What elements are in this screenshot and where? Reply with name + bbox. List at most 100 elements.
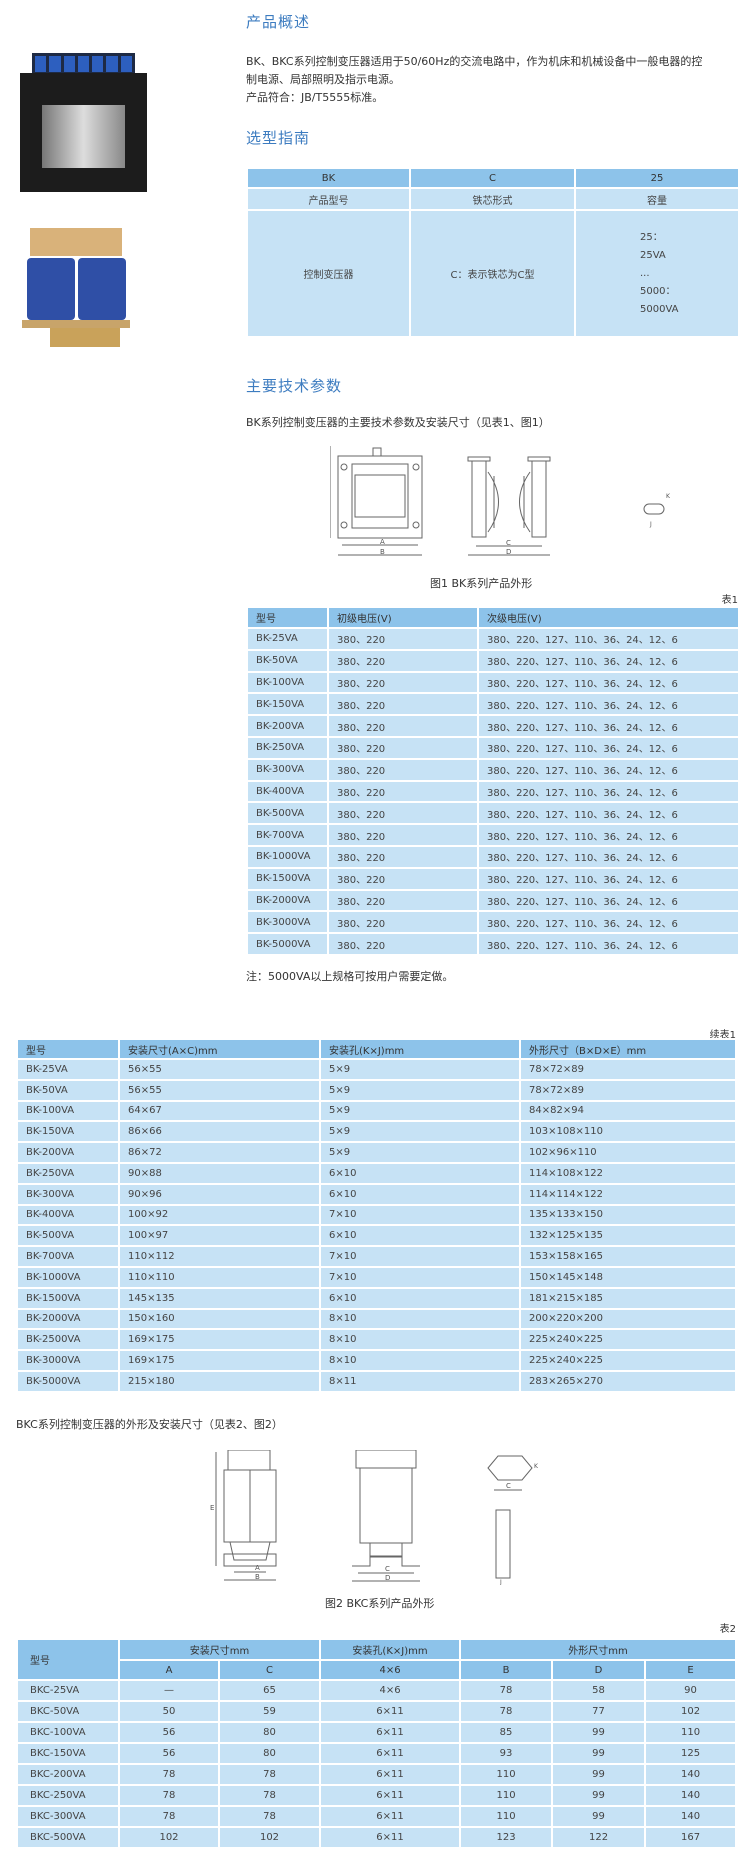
value-cell: 8×10 [319, 1328, 521, 1352]
col-header: 外形尺寸mm [459, 1638, 738, 1661]
model-cell: BK-2000VA [16, 1307, 120, 1331]
table-row: BK-5000VA 215×180 8×11 283×265×270 [16, 1369, 737, 1393]
model-cell: BK-1000VA [246, 844, 329, 869]
value-cell: 5×9 [319, 1078, 521, 1102]
label-cell: 铁芯形式 [409, 187, 576, 211]
model-cell: BKC-50VA [16, 1700, 120, 1723]
value-cell: 150×145×148 [519, 1265, 737, 1289]
value-cell: 78 [459, 1700, 554, 1723]
value-cell: 380、220、127、110、36、24、12、6 [477, 844, 740, 869]
value-cell: 380、220 [327, 648, 479, 673]
figure-2-bkc-outline: A B C D E C K J [210, 1450, 539, 1585]
code-cell: 25 [574, 167, 740, 189]
model-cell: BK-50VA [16, 1078, 120, 1102]
table-row: BK-200VA 380、220 380、220、127、110、36、24、12、… [246, 714, 740, 738]
value-cell: — [118, 1679, 220, 1702]
table-row: BK-700VA 380、220 380、220、127、110、36、24、12、… [246, 823, 740, 847]
value-cell: 7×10 [319, 1265, 521, 1289]
desc-cell: C：表示铁芯为C型 [409, 209, 576, 338]
table-row: BKC-300VA 78 78 6×11 110 99 140 [16, 1805, 738, 1828]
col-header: 安装尺寸(A×C)mm [118, 1038, 321, 1060]
value-cell: 80 [217, 1721, 322, 1744]
value-cell: 380、220 [327, 844, 479, 869]
value-cell: 140 [644, 1784, 738, 1807]
table-1-voltages: 型号 初级电压(V) 次级电压(V) BK-25VA 380、220 380、220、1… [246, 606, 740, 956]
model-cell: BK-200VA [16, 1141, 120, 1164]
capacity-line: ... [640, 267, 650, 279]
value-cell: 6×11 [319, 1742, 462, 1765]
table-row: BK-50VA 380、220 380、220、127、110、36、24、12、6 [246, 648, 740, 673]
model-cell: BK-300VA [246, 757, 329, 782]
model-cell: BK-700VA [16, 1245, 120, 1268]
value-cell: 90×88 [118, 1161, 321, 1185]
value-cell: 5×9 [319, 1120, 521, 1144]
table-2-bkc-dimensions: 型号 安装尺寸mm 安装孔(K×J)mm 外形尺寸mm A C 4×6 B D … [16, 1638, 738, 1849]
value-cell: 110×110 [118, 1265, 321, 1289]
table-row: BK-100VA 64×67 5×9 84×82×94 [16, 1099, 737, 1123]
value-cell: 140 [644, 1763, 738, 1786]
value-cell: 6×11 [319, 1700, 462, 1723]
model-cell: BK-2000VA [246, 888, 329, 913]
value-cell: 86×72 [118, 1141, 321, 1164]
sub-header: E [644, 1659, 738, 1681]
table-row: BK-200VA 86×72 5×9 102×96×110 [16, 1141, 737, 1164]
value-cell: 99 [551, 1721, 647, 1744]
value-cell: 56×55 [118, 1078, 321, 1102]
table-row: BK-700VA 110×112 7×10 153×158×165 [16, 1245, 737, 1268]
model-cell: BK-250VA [246, 735, 329, 760]
value-cell: 380、220、127、110、36、24、12、6 [477, 670, 740, 695]
table-row: BK-500VA 380、220 380、220、127、110、36、24、12、… [246, 801, 740, 826]
value-cell: 86×66 [118, 1120, 321, 1144]
dim-label-k: K [534, 1463, 539, 1470]
value-cell: 93 [459, 1742, 554, 1765]
value-cell: 380、220 [327, 910, 479, 935]
value-cell: 6×10 [319, 1161, 521, 1185]
value-cell: 84×82×94 [519, 1099, 737, 1123]
dim-label-c: C [385, 1565, 390, 1573]
model-cell: BKC-500VA [16, 1826, 120, 1849]
col-header: 型号 [16, 1038, 120, 1060]
value-cell: 65 [217, 1679, 322, 1702]
bkc-transformer-photo [22, 228, 130, 347]
value-cell: 380、220、127、110、36、24、12、6 [477, 932, 740, 956]
value-cell: 123 [459, 1826, 554, 1849]
table-row: BK-250VA 380、220 380、220、127、110、36、24、12、… [246, 735, 740, 760]
model-cell: BK-150VA [16, 1120, 120, 1144]
value-cell: 6×11 [319, 1826, 462, 1849]
value-cell: 8×11 [319, 1369, 521, 1393]
value-cell: 110×112 [118, 1245, 321, 1268]
table-1b-label: 续表1 [709, 1030, 736, 1041]
capacity-line: 5000： [640, 285, 676, 297]
model-cell: BK-1500VA [246, 866, 329, 891]
table-row: BK-250VA 90×88 6×10 114×108×122 [16, 1161, 737, 1185]
value-cell: 5×9 [319, 1099, 521, 1123]
col-header: 安装尺寸mm [117, 1638, 322, 1661]
value-cell: 50 [118, 1700, 220, 1723]
col-header: 初级电压(V) [327, 606, 479, 629]
dim-label-a: A [380, 538, 385, 546]
sub-header: A [118, 1659, 220, 1681]
table-row: BK-25VA 56×55 5×9 78×72×89 [16, 1058, 737, 1081]
capacity-line: 25： [640, 231, 663, 243]
sub-header: C [217, 1659, 322, 1681]
value-cell: 110 [459, 1805, 554, 1828]
overview-line: 制电源、局部照明及指示电源。 [246, 73, 400, 86]
value-cell: 5×9 [319, 1058, 521, 1081]
value-cell: 380、220、127、110、36、24、12、6 [477, 757, 740, 782]
table-row: BK-1000VA 380、220 380、220、127、110、36、24、12… [246, 844, 740, 869]
value-cell: 4×6 [319, 1679, 462, 1702]
value-cell: 225×240×225 [519, 1349, 737, 1372]
value-cell: 8×10 [319, 1307, 521, 1331]
model-cell: BK-200VA [246, 714, 329, 738]
capacity-cell: 25： 25VA ... 5000： 5000VA [574, 209, 740, 338]
value-cell: 6×11 [319, 1763, 462, 1786]
table-row: BK-100VA 380、220 380、220、127、110、36、24、12、… [246, 670, 740, 695]
value-cell: 99 [551, 1805, 647, 1828]
value-cell: 380、220 [327, 932, 479, 956]
table-row: BK-1000VA 110×110 7×10 150×145×148 [16, 1265, 737, 1289]
model-cell: BK-1000VA [16, 1265, 120, 1289]
table-row: BK-150VA 86×66 5×9 103×108×110 [16, 1120, 737, 1144]
model-cell: BKC-150VA [16, 1742, 120, 1765]
value-cell: 99 [551, 1763, 647, 1786]
value-cell: 380、220、127、110、36、24、12、6 [477, 801, 740, 826]
